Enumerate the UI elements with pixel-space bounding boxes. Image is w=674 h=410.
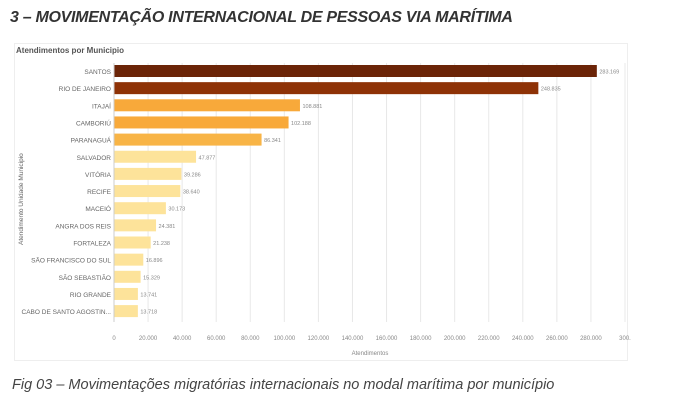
data-label: 248.835 [541, 87, 561, 93]
x-tick-label: 220.000 [478, 336, 500, 342]
data-label: 16.896 [146, 258, 163, 264]
x-tick-label: 240.000 [512, 336, 534, 342]
x-tick-label: 100.000 [273, 336, 295, 342]
data-label: 24.381 [159, 224, 176, 230]
category-label: RIO DE JANEIRO [59, 86, 111, 93]
data-label: 47.877 [199, 155, 216, 161]
category-label: SÃO FRANCISCO DO SUL [31, 256, 111, 265]
data-label: 102.188 [291, 121, 311, 127]
category-label: RIO GRANDE [70, 292, 112, 299]
bar [114, 116, 289, 129]
data-label: 38.640 [183, 190, 200, 196]
x-tick-label: 180.000 [410, 336, 432, 342]
x-tick-label: 300. [619, 336, 631, 342]
x-tick-label: 260.000 [546, 336, 568, 342]
bar [114, 305, 138, 318]
data-label: 86.341 [264, 138, 281, 144]
category-label: CABO DE SANTO AGOSTIN... [22, 309, 112, 316]
category-label: ITAJAÍ [92, 101, 111, 110]
x-tick-label: 40.000 [173, 336, 192, 342]
category-label: PARANAGUÁ [71, 136, 112, 145]
data-label: 21.238 [153, 241, 170, 247]
chart-title: Atendimentos por Municipio [16, 46, 124, 55]
x-tick-label: 280.000 [580, 336, 602, 342]
page-title: 3 – MOVIMENTAÇÃO INTERNACIONAL DE PESSOA… [10, 9, 513, 26]
data-label: 13.718 [140, 310, 157, 316]
x-tick-label: 60.000 [207, 336, 226, 342]
data-label: 15.329 [143, 275, 160, 281]
bar [114, 253, 144, 266]
bar [114, 185, 181, 198]
data-label: 283.169 [599, 70, 619, 76]
category-label: SALVADOR [77, 155, 112, 162]
x-tick-label: 20.000 [139, 336, 158, 342]
data-label: 108.881 [302, 104, 322, 110]
category-label: RECIFE [87, 189, 112, 196]
x-tick-label: 0 [112, 336, 116, 342]
data-label: 39.286 [184, 172, 201, 178]
bar [114, 219, 157, 232]
category-label: SANTOS [84, 69, 111, 76]
bar [114, 99, 300, 112]
bar [114, 270, 141, 283]
bar [114, 133, 262, 146]
bar [114, 65, 597, 77]
x-tick-label: 120.000 [308, 336, 330, 342]
bar [114, 236, 151, 249]
bar [114, 287, 138, 300]
x-tick-label: 200.000 [444, 336, 466, 342]
bar [114, 202, 166, 215]
x-tick-label: 160.000 [376, 336, 398, 342]
category-label: VITÓRIA [85, 170, 112, 179]
category-label: SÃO SEBASTIÃO [59, 273, 111, 282]
bar [114, 82, 539, 95]
bar [114, 167, 182, 180]
chart-container [14, 43, 628, 361]
x-axis-label: Atendimentos [352, 351, 389, 357]
bar [114, 150, 197, 163]
category-label: CAMBORIÚ [76, 118, 111, 127]
category-label: MACEIÓ [85, 204, 111, 213]
x-tick-label: 80.000 [241, 336, 260, 342]
x-tick-label: 140.000 [342, 336, 364, 342]
figure-caption: Fig 03 – Movimentações migratórias inter… [12, 377, 555, 393]
category-label: ANGRA DOS REIS [55, 223, 111, 230]
category-label: FORTALEZA [73, 241, 111, 248]
data-label: 13.741 [140, 292, 157, 298]
data-label: 30.173 [168, 207, 185, 213]
